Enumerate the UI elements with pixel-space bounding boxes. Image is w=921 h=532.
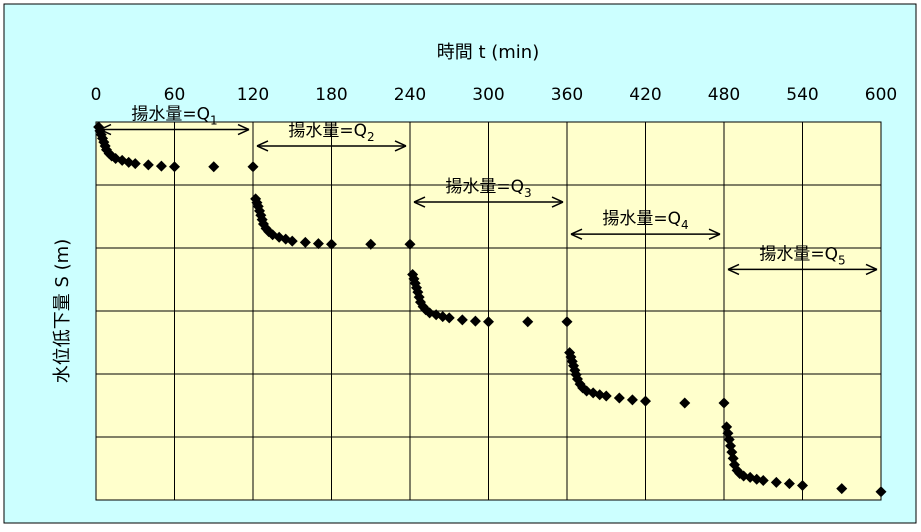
arrow-head-right bbox=[237, 123, 250, 136]
x-tick-label: 540 bbox=[786, 85, 818, 105]
arrow-head-left bbox=[413, 196, 426, 208]
data-points bbox=[93, 121, 887, 498]
data-point bbox=[456, 314, 468, 326]
data-point bbox=[640, 395, 651, 407]
x-tick-label: 240 bbox=[394, 85, 426, 105]
data-point bbox=[247, 161, 259, 173]
data-point bbox=[142, 159, 154, 171]
data-point bbox=[757, 474, 769, 486]
data-point bbox=[600, 390, 612, 402]
annotation-label: 揚水量=Q3 bbox=[445, 177, 531, 200]
data-point bbox=[561, 316, 573, 328]
x-tick-label: 600 bbox=[865, 85, 897, 105]
data-point bbox=[679, 397, 691, 409]
x-tick-label: 60 bbox=[164, 85, 186, 105]
data-point bbox=[443, 312, 455, 324]
data-point bbox=[626, 394, 638, 406]
data-point bbox=[483, 316, 494, 328]
annotation-label: 揚水量=Q1 bbox=[131, 105, 217, 128]
x-tick-labels: 0 60 120 180 240 300 360 420 480 540 600 bbox=[91, 85, 898, 105]
annotations: 揚水量=Q1 揚水量=Q2 揚水量=Q3 揚水量=Q4 揚水量=Q5 bbox=[99, 105, 878, 276]
arrow-head-left bbox=[727, 263, 740, 276]
annotation-label: 揚水量=Q5 bbox=[759, 244, 845, 267]
arrow-head-right bbox=[394, 140, 407, 152]
data-point bbox=[469, 315, 481, 327]
pumping-rate-annotation: 揚水量=Q2 bbox=[256, 121, 407, 152]
data-point bbox=[783, 478, 795, 490]
x-tick-label: 300 bbox=[472, 85, 504, 105]
data-point bbox=[312, 238, 324, 250]
data-point bbox=[299, 236, 311, 248]
y-axis-label: 水位低下量 S (m) bbox=[52, 239, 73, 383]
x-tick-label: 0 bbox=[91, 85, 102, 105]
data-point bbox=[836, 483, 848, 495]
pumping-rate-annotation: 揚水量=Q4 bbox=[570, 209, 721, 240]
data-point bbox=[404, 238, 416, 250]
data-point bbox=[613, 392, 625, 404]
x-tick-label: 480 bbox=[708, 85, 740, 105]
gridlines bbox=[96, 122, 881, 500]
data-point bbox=[770, 476, 782, 488]
annotation-label: 揚水量=Q4 bbox=[602, 209, 688, 232]
data-point bbox=[797, 480, 808, 492]
arrow-head-left bbox=[570, 228, 583, 240]
annotation-label: 揚水量=Q2 bbox=[288, 121, 374, 144]
data-point bbox=[155, 160, 167, 172]
data-point bbox=[718, 397, 730, 409]
arrow-head-right bbox=[708, 228, 721, 240]
x-tick-label: 120 bbox=[237, 85, 269, 105]
data-point bbox=[326, 238, 337, 250]
pumping-rate-annotation: 揚水量=Q3 bbox=[413, 177, 564, 208]
data-point bbox=[129, 158, 141, 170]
x-tick-label: 420 bbox=[629, 85, 661, 105]
arrow-head-left bbox=[256, 140, 269, 152]
arrow-head-right bbox=[551, 196, 564, 208]
data-point bbox=[169, 161, 180, 173]
arrow-head-right bbox=[865, 263, 878, 276]
x-tick-label: 180 bbox=[315, 85, 347, 105]
data-point bbox=[208, 161, 220, 173]
x-axis-label: 時間 t (min) bbox=[437, 42, 540, 63]
data-point bbox=[875, 486, 887, 498]
data-point bbox=[365, 238, 377, 250]
pumping-rate-annotation: 揚水量=Q5 bbox=[727, 244, 878, 276]
x-tick-label: 360 bbox=[551, 85, 583, 105]
data-point bbox=[522, 316, 534, 328]
data-point bbox=[286, 235, 298, 247]
